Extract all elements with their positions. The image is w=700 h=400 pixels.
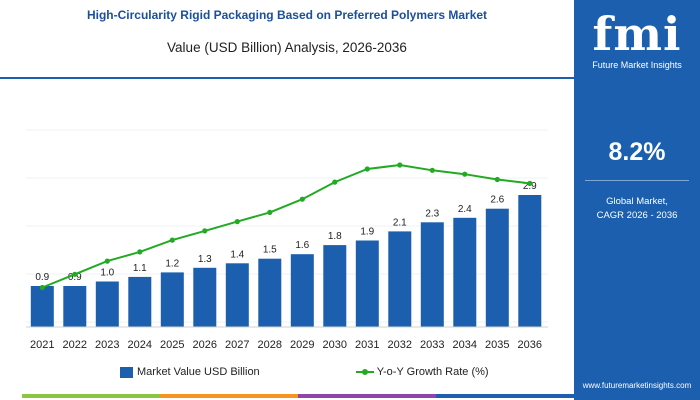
bar-value-label: 1.5	[263, 245, 277, 256]
legend-label-line: Y-o-Y Growth Rate (%)	[376, 366, 489, 378]
x-tick-label: 2021	[30, 339, 54, 351]
bar-2027	[225, 263, 249, 327]
growth-rate-point	[137, 249, 143, 255]
strip-segment	[436, 394, 574, 398]
cagr-label-line2: CAGR 2026 - 2036	[596, 210, 678, 221]
growth-rate-point	[234, 219, 240, 225]
bar-2025	[160, 272, 184, 327]
title-divider	[0, 77, 574, 79]
bar-2032	[388, 231, 412, 327]
cagr-label-line1: Global Market,	[606, 196, 668, 207]
growth-rate-point	[462, 171, 468, 177]
cagr-value: 8.2%	[608, 138, 666, 166]
bar-2021	[30, 286, 54, 327]
strip-segment	[22, 394, 160, 398]
x-tick-label: 2030	[323, 339, 347, 351]
bar-value-label: 1.8	[328, 231, 342, 242]
bar-value-label: 1.6	[295, 240, 309, 251]
bar-2033	[420, 222, 444, 327]
growth-rate-point	[364, 166, 370, 172]
growth-rate-point	[494, 176, 500, 183]
combo-chart: 0.9 2021 0.9 2022 1.0 2023 1.1 2024 1.2 2025 1.3 20…	[26, 129, 548, 351]
chart-subtitle: Value (USD Billion) Analysis, 2026-2036	[167, 40, 407, 55]
info-sidebar: fmi Future Market Insights 8.2% Global M…	[574, 0, 700, 400]
growth-rate-point	[169, 237, 175, 243]
bar-value-label: 2.3	[425, 208, 439, 219]
bar-2034	[453, 217, 477, 327]
bar-2026	[193, 267, 217, 327]
bar-value-label: 1.1	[133, 263, 147, 274]
growth-rate-point	[332, 179, 338, 185]
bottom-color-strip	[22, 394, 574, 398]
growth-rate-point	[299, 196, 305, 202]
legend-swatch-line	[355, 367, 374, 377]
bar-2028	[258, 258, 282, 327]
x-tick-label: 2023	[95, 339, 119, 351]
bar-value-label: 0.9	[35, 272, 49, 283]
bar-2029	[290, 254, 314, 327]
growth-rate-point	[267, 209, 273, 215]
legend-label-bar: Market Value USD Billion	[137, 366, 260, 378]
strip-segment	[160, 394, 298, 398]
bar-value-label: 1.2	[165, 258, 179, 269]
legend: Market Value USD Billion Y-o-Y Growth Ra…	[120, 365, 489, 379]
growth-rate-point	[72, 271, 78, 277]
growth-rate-line	[41, 163, 530, 289]
bar-value-label: 2.1	[393, 217, 407, 228]
x-tick-label: 2036	[518, 339, 542, 351]
growth-rate-point	[397, 162, 403, 168]
x-tick-label: 2028	[258, 339, 282, 351]
legend-swatch-bar	[120, 366, 133, 378]
x-tick-label: 2022	[63, 339, 87, 351]
bar-2024	[128, 276, 152, 327]
bar-2030	[323, 245, 347, 327]
growth-rate-point	[429, 167, 435, 173]
x-tick-label: 2024	[128, 339, 152, 351]
growth-rate-point	[527, 180, 533, 186]
chart-title: High-Circularity Rigid Packaging Based o…	[86, 8, 488, 22]
x-tick-label: 2029	[290, 339, 314, 351]
bar-value-label: 0.9	[68, 272, 82, 283]
x-tick-label: 2027	[225, 339, 249, 351]
bar-value-label: 2.6	[490, 195, 504, 206]
x-tick-label: 2026	[193, 339, 217, 351]
x-tick-label: 2032	[388, 339, 412, 351]
company-logo: fmi Future Market Insights	[584, 4, 690, 70]
growth-rate-point	[39, 284, 45, 291]
x-tick-label: 2033	[420, 339, 444, 351]
bar-2031	[355, 240, 379, 327]
growth-rate-point	[104, 258, 110, 264]
growth-rate-point	[202, 228, 208, 234]
website-link[interactable]: www.futuremarketinsights.com	[582, 381, 692, 390]
bar-value-label: 2.4	[458, 204, 472, 215]
logo-caption: Future Market Insights	[592, 60, 682, 70]
chart-panel: High-Circularity Rigid Packaging Based o…	[0, 8, 574, 398]
bar-value-label: 1.4	[230, 249, 244, 260]
x-tick-label: 2035	[485, 339, 509, 351]
x-tick-label: 2025	[160, 339, 184, 351]
bar-value-label: 1.0	[100, 268, 114, 279]
bar-value-label: 1.9	[360, 227, 374, 238]
bar-2036	[518, 195, 542, 327]
x-tick-label: 2034	[453, 339, 477, 351]
stat-divider	[585, 180, 689, 181]
bar-2022	[63, 286, 87, 327]
bar-value-label: 1.3	[198, 254, 212, 265]
strip-segment	[298, 394, 436, 398]
logo-mark: fmi	[592, 7, 682, 61]
bar-value-label: 2.9	[523, 181, 537, 192]
bar-2035	[485, 208, 509, 327]
bar-2023	[95, 281, 119, 327]
x-tick-label: 2031	[355, 339, 379, 351]
